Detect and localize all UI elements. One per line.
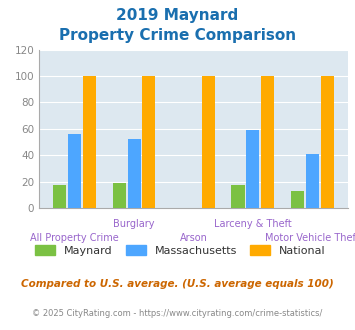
Bar — [83, 76, 96, 208]
Bar — [321, 76, 334, 208]
Legend: Maynard, Massachusetts, National: Maynard, Massachusetts, National — [31, 241, 330, 260]
Text: All Property Crime: All Property Crime — [30, 233, 119, 243]
Bar — [113, 183, 126, 208]
Bar — [306, 154, 319, 208]
Text: Motor Vehicle Theft: Motor Vehicle Theft — [265, 233, 355, 243]
Bar — [246, 130, 260, 208]
Bar — [202, 76, 215, 208]
Text: Burglary: Burglary — [113, 219, 155, 229]
Bar — [53, 185, 66, 208]
Bar — [68, 134, 81, 208]
Text: 2019 Maynard: 2019 Maynard — [116, 8, 239, 23]
Bar — [127, 139, 141, 208]
Bar — [261, 76, 274, 208]
Text: Arson: Arson — [180, 233, 207, 243]
Text: Larceny & Theft: Larceny & Theft — [214, 219, 292, 229]
Text: Compared to U.S. average. (U.S. average equals 100): Compared to U.S. average. (U.S. average … — [21, 279, 334, 289]
Text: © 2025 CityRating.com - https://www.cityrating.com/crime-statistics/: © 2025 CityRating.com - https://www.city… — [32, 309, 323, 317]
Bar — [291, 191, 304, 208]
Text: Property Crime Comparison: Property Crime Comparison — [59, 28, 296, 43]
Bar — [142, 76, 155, 208]
Bar — [231, 185, 245, 208]
